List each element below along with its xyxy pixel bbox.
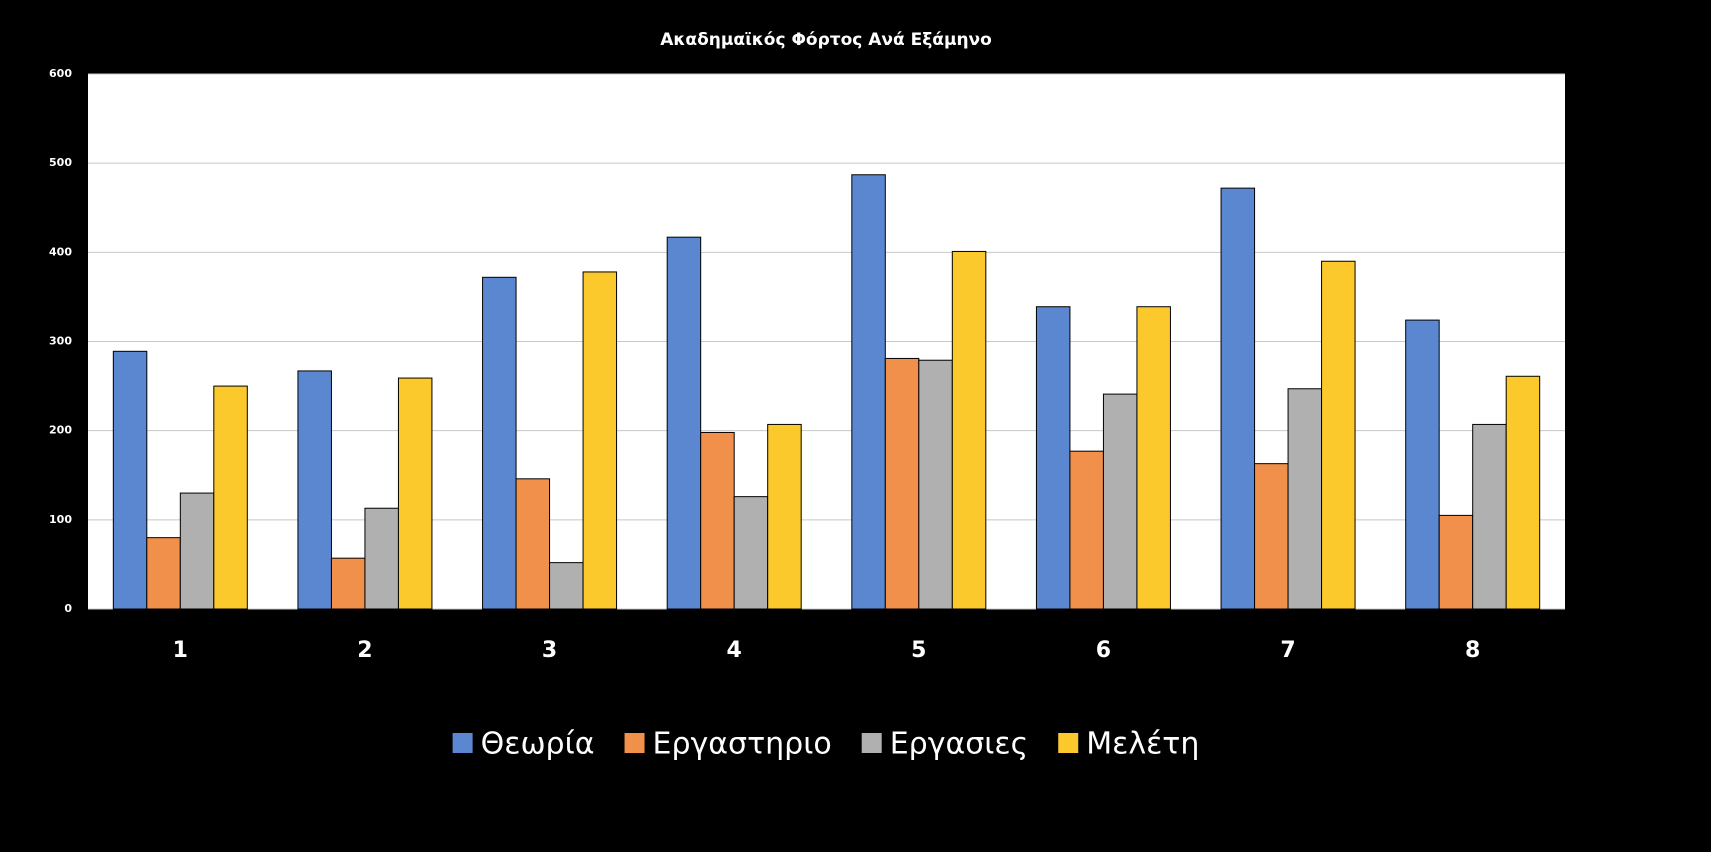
- bar: [1102, 393, 1138, 610]
- y-tick-label: 400: [49, 245, 72, 258]
- bar: [733, 496, 769, 610]
- bar: [1035, 306, 1071, 610]
- bar: [851, 174, 886, 610]
- bar: [1287, 388, 1323, 610]
- y-tick-label: 500: [49, 156, 72, 169]
- bar: [666, 236, 702, 610]
- bar: [213, 385, 248, 610]
- bar: [364, 507, 399, 610]
- x-tick-label: 3: [542, 638, 557, 663]
- legend-swatch: [452, 733, 473, 753]
- bar: [146, 537, 181, 610]
- bar: [884, 357, 920, 610]
- x-tick-label: 4: [727, 638, 742, 663]
- bar: [330, 557, 366, 610]
- bar: [515, 478, 551, 610]
- bar: [112, 350, 148, 610]
- legend-swatch: [1058, 733, 1079, 753]
- bar: [397, 377, 433, 610]
- bar: [1505, 375, 1541, 610]
- bar: [1438, 514, 1474, 610]
- bar: [482, 276, 517, 610]
- y-tick-label: 300: [49, 335, 72, 348]
- legend-label: Μελέτη: [1086, 727, 1199, 762]
- bar: [918, 359, 953, 610]
- bar: [297, 370, 332, 610]
- bar: [951, 250, 987, 610]
- bar: [1472, 423, 1507, 610]
- y-tick-label: 600: [49, 67, 72, 80]
- bar: [700, 431, 735, 610]
- bar: [1321, 260, 1356, 610]
- legend-label: Θεωρία: [481, 727, 595, 762]
- y-tick-label: 100: [49, 513, 72, 526]
- legend-label: Εργαστηριο: [653, 727, 832, 762]
- x-tick-label: 8: [1465, 638, 1480, 663]
- bar: [1069, 450, 1104, 610]
- bar: [1254, 463, 1289, 610]
- x-tick-label: 6: [1096, 638, 1111, 663]
- legend-swatch: [624, 733, 645, 753]
- legend-label: Εργασιες: [890, 727, 1029, 762]
- x-tick-label: 2: [357, 638, 372, 663]
- y-tick-label: 200: [49, 424, 72, 437]
- bar: [582, 271, 618, 610]
- x-tick-label: 1: [173, 638, 188, 663]
- bar: [1405, 319, 1440, 610]
- bar: [549, 562, 584, 610]
- bar: [1220, 187, 1256, 610]
- bar: [1136, 306, 1171, 610]
- y-tick-label: 0: [64, 602, 72, 615]
- x-tick-label: 7: [1280, 638, 1295, 663]
- chart-title: Ακαδημαϊκός Φόρτος Ανά Εξάμηνο: [660, 30, 992, 50]
- legend-swatch: [861, 733, 882, 753]
- bar: [179, 492, 215, 610]
- x-tick-label: 5: [911, 638, 926, 663]
- bar: [767, 423, 802, 610]
